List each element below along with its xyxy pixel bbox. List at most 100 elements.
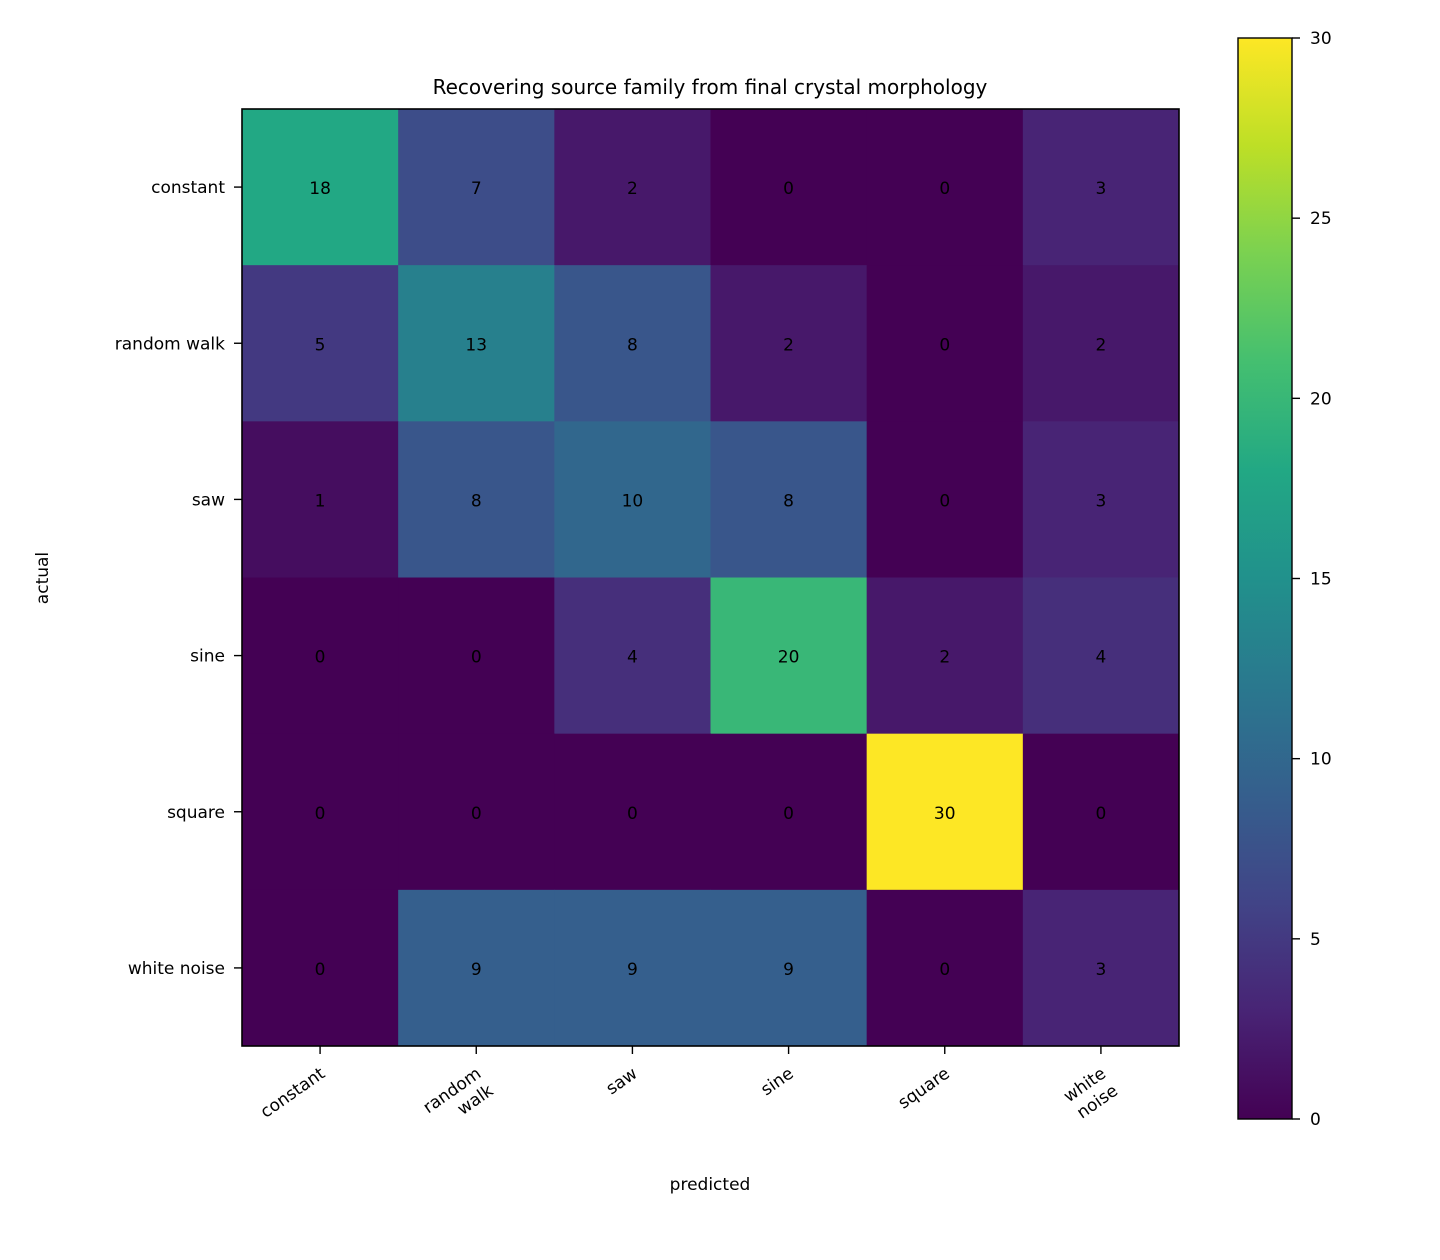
y-tick-label: saw [192, 490, 225, 510]
y-tick-label: random walk [115, 334, 225, 354]
colorbar-tick-label: 0 [1310, 1110, 1321, 1130]
cell-value-label: 9 [471, 960, 482, 980]
cell-value-label: 13 [465, 335, 487, 355]
cell-value-label: 0 [471, 804, 482, 824]
heatmap-cell [1022, 733, 1180, 891]
heatmap-cell [554, 421, 711, 578]
cell-value-label: 0 [315, 804, 326, 824]
y-tick-label: square [167, 803, 225, 823]
colorbar-tick-label: 10 [1310, 750, 1332, 770]
y-axis-label: actual [33, 552, 53, 604]
x-axis-ticks: constant randomwalk saw sine square whitenois… [257, 1046, 1122, 1135]
cell-value-label: 2 [939, 648, 950, 668]
heatmap-cell [554, 577, 711, 735]
heatmap-cell [1022, 109, 1180, 266]
cell-value-label: 18 [309, 179, 331, 199]
heatmap-cell [1022, 577, 1180, 735]
cell-value-label: 9 [783, 960, 794, 980]
heatmap-cell [398, 265, 555, 422]
heatmap-cell [866, 109, 1024, 266]
cell-value-label: 30 [934, 804, 956, 824]
cell-value-label: 10 [622, 491, 644, 511]
heatmap-cell [866, 889, 1024, 1047]
heatmap-cell [242, 733, 399, 891]
cell-value-label: 0 [783, 804, 794, 824]
cell-value-label: 0 [1096, 804, 1107, 824]
heatmap-cell [710, 265, 868, 422]
cell-value-label: 8 [783, 491, 794, 511]
heatmap-cell [866, 733, 1024, 891]
heatmap-cell [554, 733, 711, 891]
heatmap-cell [242, 421, 399, 578]
heatmap-cell [554, 889, 711, 1047]
x-axis-label: predicted [670, 1175, 751, 1195]
cell-value-label: 0 [939, 335, 950, 355]
cell-value-label: 9 [627, 960, 638, 980]
heatmap-cell [242, 577, 399, 735]
heatmap-cell [866, 265, 1024, 422]
colorbar-ticks: 0 5 10 15 20 25 30 [1292, 29, 1332, 1130]
heatmap-cell [398, 889, 555, 1047]
heatmap-cell [1022, 421, 1180, 578]
x-tick-label: saw [603, 1064, 642, 1099]
cell-value-label: 20 [778, 648, 800, 668]
heatmap-cell [242, 109, 399, 266]
heatmap-cell [1022, 265, 1180, 422]
y-tick-label: sine [190, 647, 225, 667]
cell-value-label: 5 [315, 335, 326, 355]
cell-value-label: 0 [315, 648, 326, 668]
cell-value-label: 2 [1096, 335, 1107, 355]
colorbar-tick-label: 15 [1310, 570, 1332, 590]
plot-frame [241, 108, 1180, 1047]
cell-value-label: 2 [783, 335, 794, 355]
cell-value-label: 2 [627, 179, 638, 199]
cell-value-label: 8 [627, 335, 638, 355]
cell-value-label: 0 [939, 491, 950, 511]
heatmap-cell [866, 421, 1024, 578]
cell-value-label: 8 [471, 491, 482, 511]
heatmap-cell [242, 889, 399, 1047]
x-tick-label: square [895, 1064, 954, 1114]
heatmap-cell [398, 109, 555, 266]
cell-value-label: 0 [471, 648, 482, 668]
x-tick-label: randomwalk [420, 1064, 498, 1135]
cell-value-label: 3 [1096, 491, 1107, 511]
heatmap-cell [710, 733, 868, 891]
heatmap-cells: 18 7 2 0 0 35 13 8 2 0 21 8 10 8 0 30 0 4 20 2 40 0 0 0 30 00 9 9 9 0… [242, 109, 1180, 1047]
x-tick-label: whitenoise [1060, 1064, 1122, 1124]
y-axis-ticks: constant random walk saw sine square white no… [115, 178, 242, 979]
colorbar-tick-label: 5 [1310, 930, 1321, 950]
heatmap-cell [710, 577, 868, 735]
chart-title: Recovering source family from final crys… [433, 75, 988, 99]
cell-value-label: 7 [471, 179, 482, 199]
cell-value-label: 0 [315, 960, 326, 980]
heatmap-cell [398, 733, 555, 891]
cell-value-label: 0 [939, 960, 950, 980]
x-tick-label: constant [257, 1064, 329, 1123]
heatmap-cell [398, 577, 555, 735]
cell-value-label: 0 [939, 179, 950, 199]
heatmap-cell [1022, 889, 1180, 1047]
colorbar-tick-label: 25 [1310, 209, 1332, 229]
cell-value-label: 3 [1096, 179, 1107, 199]
cell-value-label: 4 [1096, 648, 1107, 668]
heatmap-cell [710, 889, 868, 1047]
colorbar-tick-label: 20 [1310, 389, 1332, 409]
heatmap-cell [554, 265, 711, 422]
heatmap-cell [710, 109, 868, 266]
colorbar [1237, 37, 1293, 1120]
heatmap-cell [242, 265, 399, 422]
heatmap-cell [554, 109, 711, 266]
cell-value-label: 3 [1096, 960, 1107, 980]
heatmap-cell [866, 577, 1024, 735]
cell-value-label: 0 [783, 179, 794, 199]
cell-value-label: 1 [315, 491, 326, 511]
cell-value-label: 0 [627, 804, 638, 824]
x-tick-label: sine [757, 1064, 797, 1100]
heatmap-cell [398, 421, 555, 578]
y-tick-label: constant [151, 178, 225, 198]
cell-value-label: 4 [627, 648, 638, 668]
heatmap-cell [710, 421, 868, 578]
colorbar-tick-label: 30 [1310, 29, 1332, 49]
